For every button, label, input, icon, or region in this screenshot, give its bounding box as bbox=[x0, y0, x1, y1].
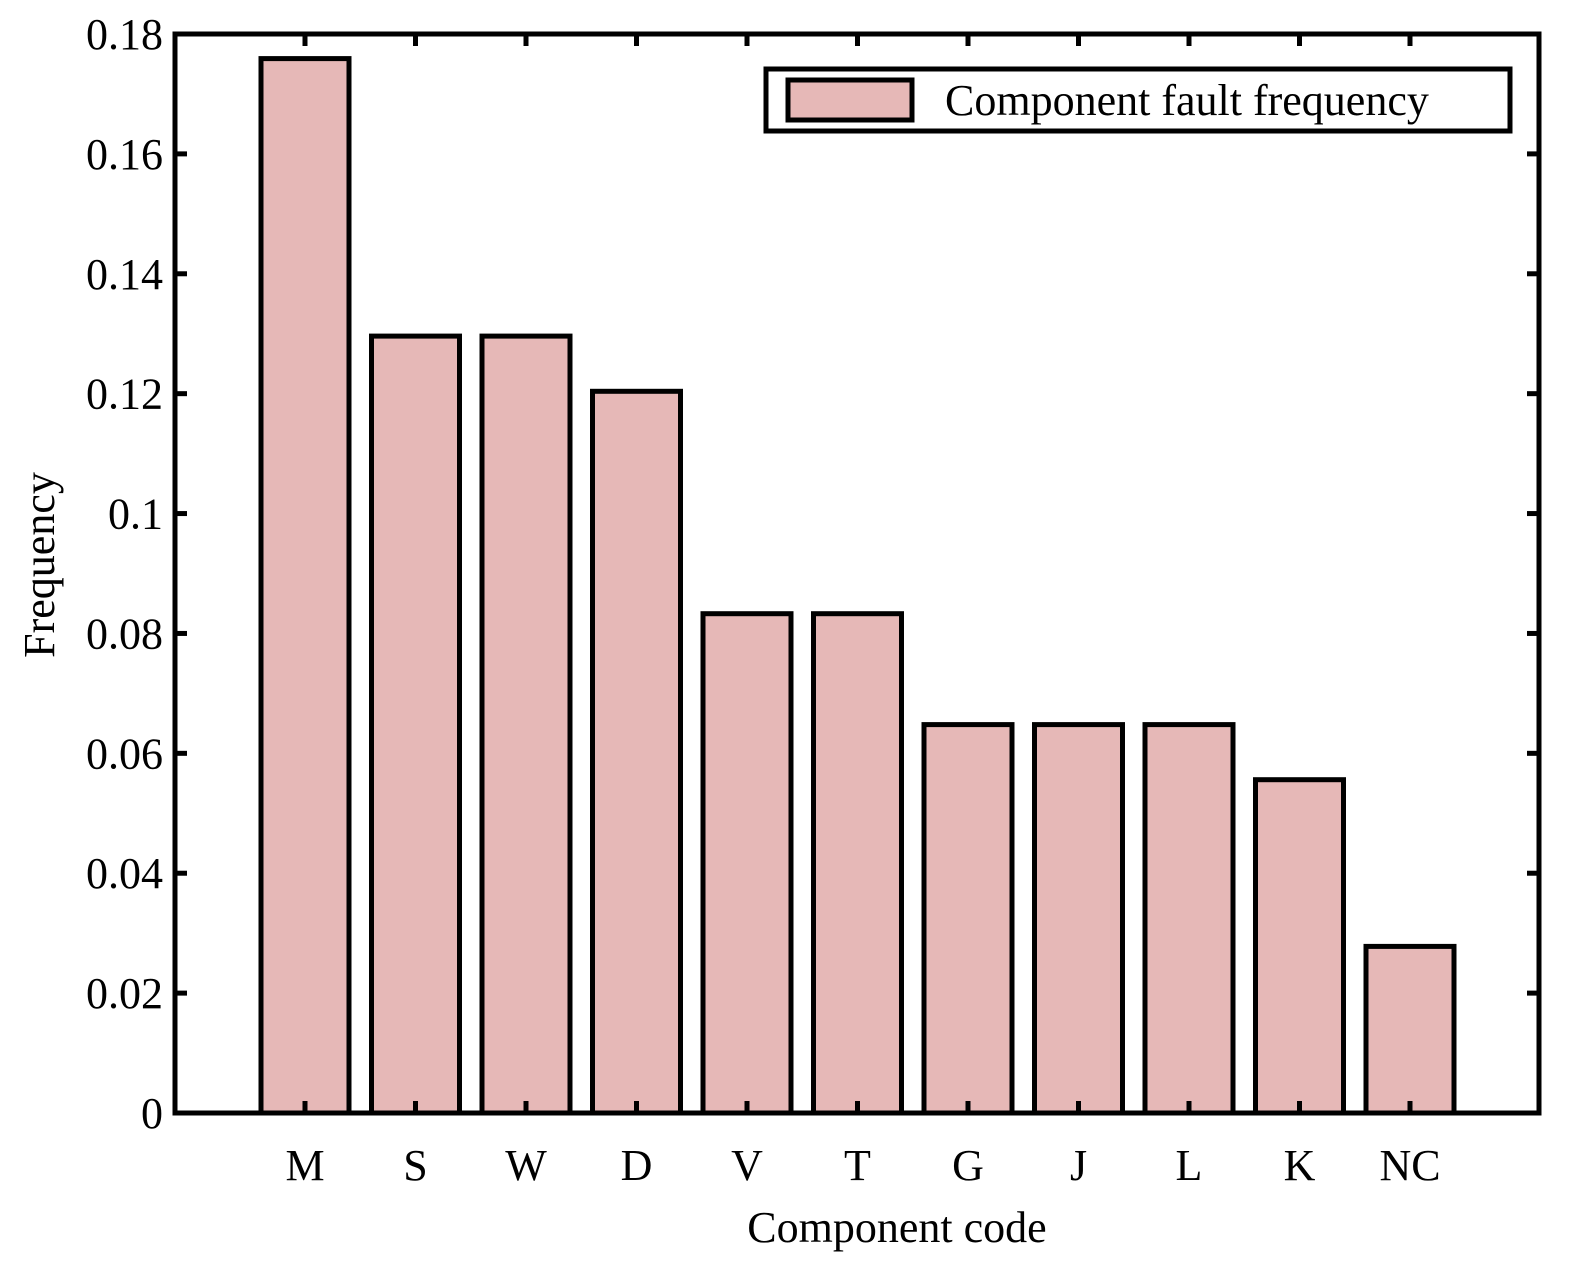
bars-layer bbox=[258, 56, 1457, 1116]
y-tick-label: 0.12 bbox=[86, 370, 163, 419]
bar-v bbox=[700, 611, 794, 1116]
bar-w bbox=[479, 333, 573, 1116]
legend-label: Component fault frequency bbox=[945, 76, 1429, 125]
y-tick-label: 0.04 bbox=[86, 849, 163, 898]
x-tick-label: D bbox=[621, 1141, 653, 1190]
y-tick-label: 0 bbox=[141, 1089, 163, 1138]
bar-k bbox=[1253, 777, 1346, 1116]
bar-l bbox=[1142, 722, 1236, 1116]
x-tick-label: T bbox=[844, 1141, 871, 1190]
y-tick-label: 0.06 bbox=[86, 729, 163, 778]
x-tick-label: V bbox=[731, 1141, 763, 1190]
y-tick-label: 0.02 bbox=[86, 969, 163, 1018]
bar-s bbox=[369, 333, 462, 1116]
bar-g bbox=[921, 722, 1015, 1116]
y-tick-labels: 0 0.02 0.04 0.06 0.08 0.1 0.12 0.14 0.16 0.18 bbox=[86, 10, 163, 1138]
bar-d bbox=[590, 388, 683, 1116]
x-tick-labels: M S W D V T G J L K NC bbox=[285, 1141, 1440, 1190]
x-tick-label: W bbox=[505, 1141, 547, 1190]
x-tick-label: G bbox=[952, 1141, 984, 1190]
legend: Component fault frequency bbox=[763, 66, 1513, 134]
x-tick-label: M bbox=[285, 1141, 324, 1190]
y-tick-label: 0.1 bbox=[108, 490, 163, 539]
y-tick-label: 0.14 bbox=[86, 250, 163, 299]
y-tick-label: 0.16 bbox=[86, 130, 163, 179]
x-tick-label: K bbox=[1284, 1141, 1316, 1190]
y-axis-label: Frequency bbox=[15, 472, 64, 658]
ticks-layer bbox=[175, 31, 1539, 1116]
bar-nc bbox=[1363, 943, 1457, 1116]
y-tick-label: 0.18 bbox=[86, 10, 163, 59]
y-tick-label: 0.08 bbox=[86, 609, 163, 658]
x-tick-label: NC bbox=[1379, 1141, 1440, 1190]
x-tick-label: S bbox=[403, 1141, 427, 1190]
x-tick-label: L bbox=[1176, 1141, 1203, 1190]
bar-j bbox=[1032, 722, 1125, 1116]
bar-t bbox=[811, 611, 904, 1116]
legend-swatch bbox=[785, 77, 915, 123]
x-tick-label: J bbox=[1070, 1141, 1087, 1190]
x-axis-label: Component code bbox=[747, 1203, 1046, 1252]
bar-m bbox=[258, 56, 352, 1116]
